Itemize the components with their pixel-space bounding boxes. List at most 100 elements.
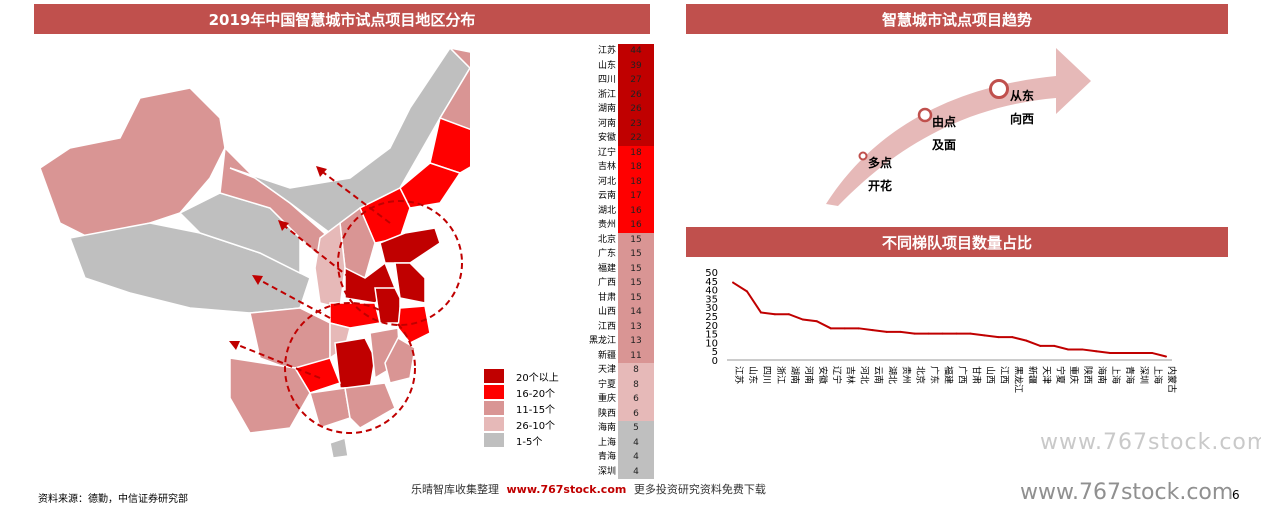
- legend-swatch: [484, 417, 504, 431]
- province-ranking: 江苏 44 山东 39 四川 27 浙江 26 湖南 26 河南 23 安徽 22 辽宁 18 吉林 18 河北 18…: [588, 44, 654, 479]
- y-tick-label: 35: [705, 294, 718, 305]
- footer-right: 更多投资研究资料免费下载: [633, 483, 766, 496]
- x-tick-label: 北京: [915, 366, 927, 384]
- rank-value: 23: [618, 116, 654, 131]
- rank-value: 11: [618, 348, 654, 363]
- rank-value: 18: [618, 145, 654, 160]
- trend-dot-1: [858, 151, 868, 161]
- x-tick-label: 山东: [747, 366, 759, 384]
- page-number: 6: [1232, 488, 1240, 502]
- data-point: [1109, 351, 1112, 354]
- rank-province: 陕西: [597, 408, 616, 419]
- region-guangxi: [309, 387, 351, 429]
- rank-row: 广西 15: [588, 276, 654, 291]
- rank-province: 广西: [597, 278, 616, 288]
- rank-value: 22: [618, 131, 654, 146]
- region-jiangsu: [394, 262, 426, 304]
- x-tick-label: 云南: [873, 366, 885, 384]
- x-tick-label: 河南: [803, 366, 815, 384]
- data-point: [885, 330, 888, 333]
- rank-row: 北京 15: [588, 232, 654, 247]
- x-tick-label: 上海: [1152, 366, 1164, 384]
- data-point: [815, 320, 818, 323]
- region-yunnan: [229, 357, 311, 434]
- rank-province: 宁夏: [597, 379, 616, 390]
- data-point: [759, 311, 762, 314]
- rank-row: 深圳 4: [588, 464, 654, 479]
- x-tick-label: 福建: [943, 366, 955, 384]
- rank-row: 江西 13: [588, 319, 654, 334]
- data-point: [1025, 339, 1028, 342]
- x-tick-label: 重庆: [1068, 366, 1080, 384]
- trend-label-3b: 向西: [1010, 111, 1034, 126]
- rank-row: 天津 8: [588, 363, 654, 378]
- legend-item: 20个以上: [484, 368, 559, 384]
- rank-province: 浙江: [597, 89, 616, 100]
- rank-province: 辽宁: [597, 147, 616, 158]
- rank-province: 河南: [597, 118, 616, 129]
- x-tick-label: 吉林: [845, 366, 857, 384]
- data-point: [1095, 350, 1098, 353]
- rank-value: 6: [618, 392, 654, 407]
- rank-value: 4: [618, 450, 654, 465]
- data-point: [1011, 336, 1014, 339]
- x-tick-label: 广西: [956, 366, 968, 384]
- watermark-2: www.767stock.com: [1020, 480, 1233, 505]
- x-tick-label: 上海: [1110, 366, 1122, 384]
- rank-row: 山西 14: [588, 305, 654, 320]
- footer-url[interactable]: www.767stock.com: [506, 483, 627, 496]
- x-tick-label: 陕西: [1082, 366, 1094, 384]
- x-tick-label: 新疆: [1026, 366, 1038, 384]
- arrow-nw-1: [319, 169, 391, 224]
- rank-value: 8: [618, 363, 654, 378]
- rank-province: 上海: [597, 437, 616, 448]
- rank-province: 四川: [597, 75, 616, 85]
- rank-row: 河南 23: [588, 116, 654, 131]
- trend-diagram: 多点 开花 由点 及面 从东 向西: [826, 48, 1091, 206]
- arrowhead-4: [229, 341, 240, 350]
- rank-value: 17: [618, 189, 654, 204]
- x-tick-label: 海南: [1096, 366, 1108, 384]
- rank-province: 青海: [597, 452, 616, 462]
- y-tick-label: 30: [705, 303, 718, 314]
- x-tick-label: 河北: [859, 366, 871, 384]
- rank-province: 湖南: [597, 104, 616, 114]
- legend-label: 11-15个: [516, 404, 556, 416]
- rank-province: 湖北: [597, 205, 616, 216]
- data-point: [899, 330, 902, 333]
- data-point: [1053, 344, 1056, 347]
- y-tick-label: 20: [705, 321, 718, 332]
- region-guangdong: [344, 382, 396, 429]
- trend-label-1a: 多点: [868, 155, 892, 170]
- y-tick-label: 10: [705, 338, 718, 349]
- data-point: [955, 332, 958, 335]
- rank-value: 4: [618, 435, 654, 450]
- data-point: [871, 329, 874, 332]
- rank-value: 27: [618, 73, 654, 88]
- rank-value: 13: [618, 334, 654, 349]
- data-point: [1081, 348, 1084, 351]
- x-tick-label: 贵州: [901, 366, 913, 384]
- central-circle: [284, 302, 416, 434]
- rank-row: 山东 39: [588, 58, 654, 73]
- legend-swatch: [484, 385, 504, 399]
- x-tick-label: 湖南: [789, 366, 801, 384]
- line-chart: 05101520253035404550 江苏 山东 四川 浙江 湖南 河南 安徽 辽宁 吉林河…: [705, 268, 1178, 393]
- footer-left: 乐晴智库收集整理: [411, 483, 499, 496]
- rank-province: 江苏: [597, 46, 616, 56]
- trend-label-2b: 及面: [932, 138, 956, 152]
- y-tick-label: 50: [705, 268, 718, 279]
- region-inner-mongolia: [229, 46, 470, 234]
- line-chart-title: 不同梯队项目数量占比: [686, 227, 1228, 257]
- map-title: 2019年中国智慧城市试点项目地区分布: [34, 4, 650, 34]
- y-tick-label: 45: [705, 277, 718, 288]
- data-point: [969, 332, 972, 335]
- legend-label: 1-5个: [516, 436, 543, 448]
- x-tick-label: 浙江: [775, 366, 787, 384]
- watermark-2-text: www.767stock.com: [1020, 480, 1234, 505]
- x-tick-label: 深圳: [1138, 366, 1149, 384]
- x-tick-label: 甘肃: [970, 366, 982, 384]
- x-tick-label: 宁夏: [1054, 366, 1066, 384]
- rank-value: 15: [618, 290, 654, 305]
- rank-value: 15: [618, 276, 654, 291]
